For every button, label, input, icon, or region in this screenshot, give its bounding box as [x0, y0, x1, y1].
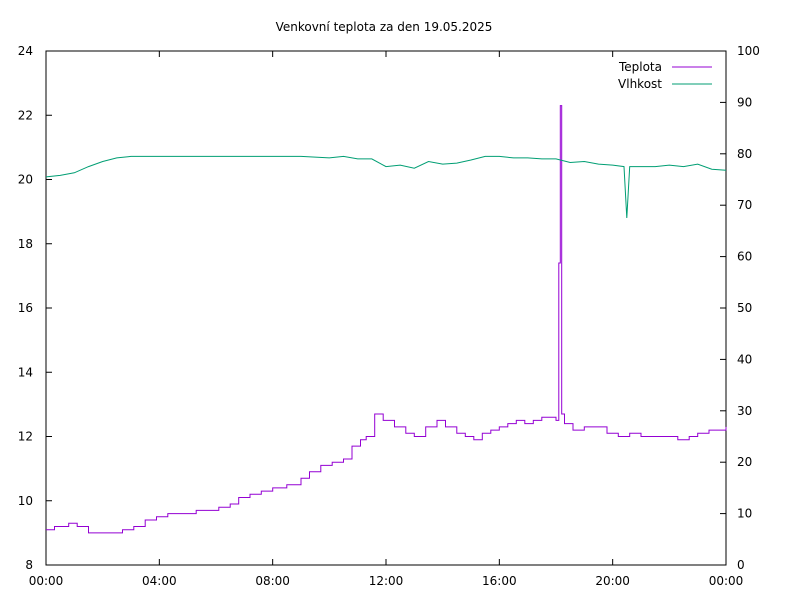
y-right-tick-label: 20 [737, 455, 752, 469]
chart-title: Venkovní teplota za den 19.05.2025 [276, 20, 493, 34]
y-left-tick-label: 14 [18, 365, 33, 379]
x-tick-label: 00:00 [709, 574, 744, 588]
x-tick-label: 00:00 [29, 574, 64, 588]
y-right-tick-label: 10 [737, 507, 752, 521]
x-tick-label: 16:00 [482, 574, 517, 588]
y-left-tick-label: 10 [18, 494, 33, 508]
x-tick-label: 12:00 [369, 574, 404, 588]
y-left-tick-label: 24 [18, 44, 33, 58]
legend: Teplota Vlhkost [618, 60, 712, 91]
y-left-tick-label: 18 [18, 237, 33, 251]
x-tick-label: 08:00 [255, 574, 290, 588]
y-right-tick-label: 100 [737, 44, 760, 58]
y-right-tick-label: 0 [737, 558, 745, 572]
y-right-tick-label: 40 [737, 352, 752, 366]
y-right-tick-label: 60 [737, 250, 752, 264]
x-tick-label: 04:00 [142, 574, 177, 588]
series-line-teplota [46, 105, 727, 534]
y-left-tick-label: 8 [25, 558, 33, 572]
y-axis-right: 0 10 20 30 40 50 60 70 80 90 100 [720, 44, 760, 572]
plot-frame [45, 50, 727, 566]
y-right-tick-label: 50 [737, 301, 752, 315]
y-right-tick-label: 80 [737, 147, 752, 161]
y-left-tick-label: 16 [18, 301, 33, 315]
y-right-tick-label: 30 [737, 404, 752, 418]
legend-label-vlhkost: Vlhkost [618, 77, 662, 91]
y-left-tick-label: 22 [18, 108, 33, 122]
series-line-vlhkost [45, 155, 727, 219]
legend-label-teplota: Teplota [618, 60, 662, 74]
y-left-tick-label: 12 [18, 430, 33, 444]
y-left-tick-label: 20 [18, 173, 33, 187]
series-layer [45, 105, 727, 534]
y-right-tick-label: 70 [737, 198, 752, 212]
y-axis-left: 8 10 12 14 16 18 20 22 24 [18, 44, 52, 572]
y-right-tick-label: 90 [737, 95, 752, 109]
x-axis: 00:00 04:00 08:00 12:00 16:00 20:00 00:00 [29, 51, 744, 588]
x-tick-label: 20:00 [595, 574, 630, 588]
